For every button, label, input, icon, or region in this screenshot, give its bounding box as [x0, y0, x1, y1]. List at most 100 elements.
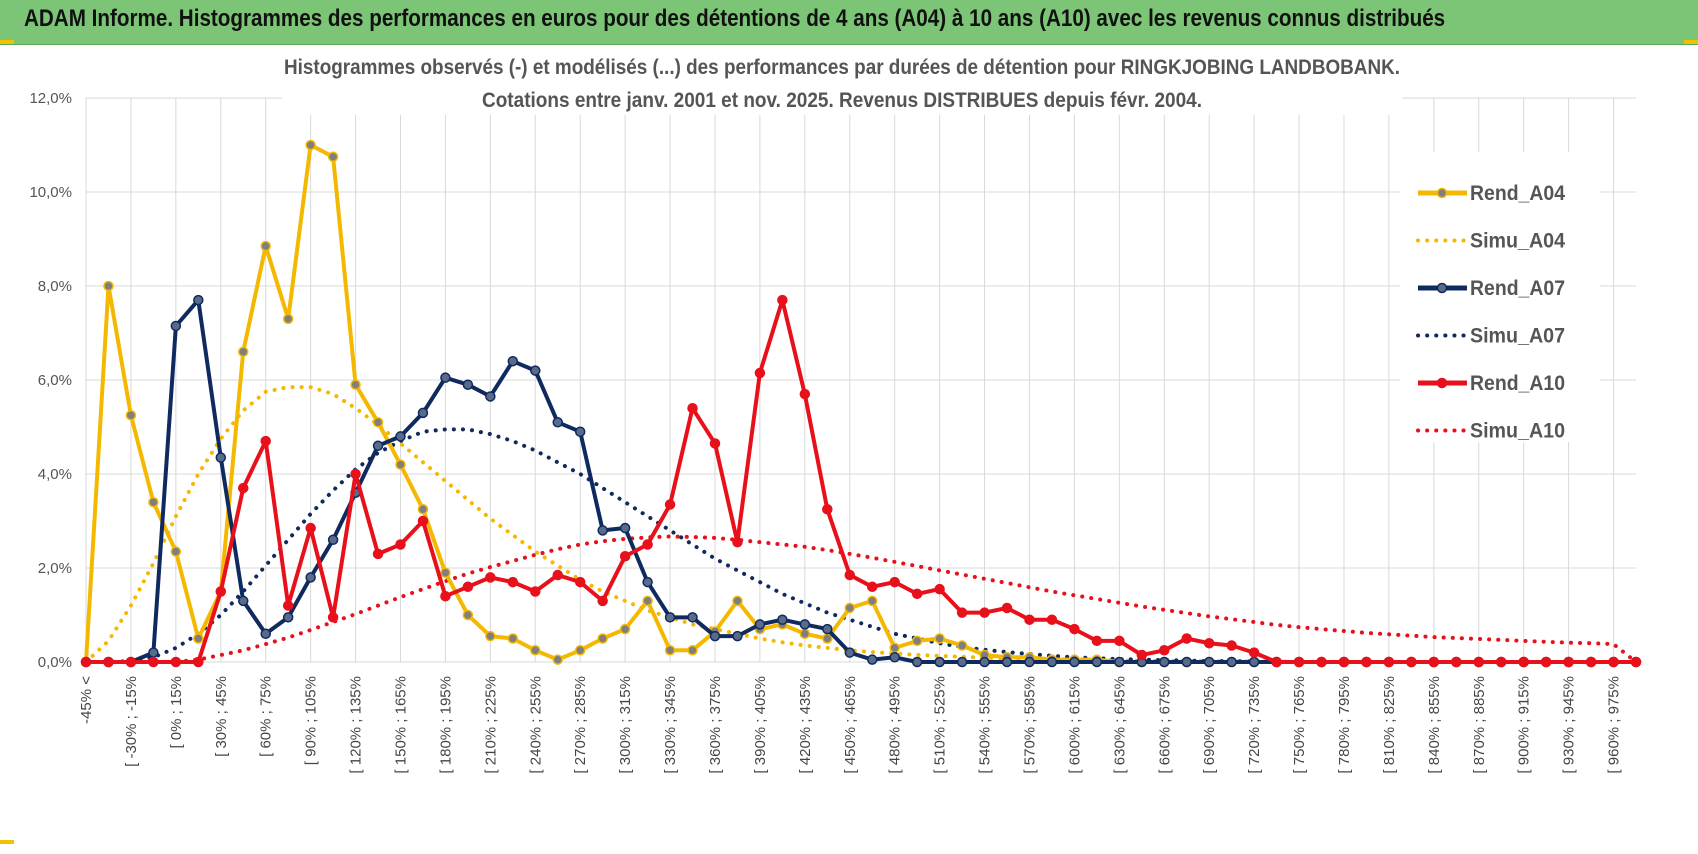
data-point [327, 534, 339, 546]
y-tick-label: 6,0% [38, 372, 72, 389]
x-tick-label: [ -30% ; -15% [123, 676, 140, 767]
data-point [1383, 656, 1395, 668]
data-point [1495, 656, 1507, 668]
corner-marker [1684, 40, 1698, 44]
data-point [395, 459, 406, 470]
x-tick-label: [ 240% ; 255% [527, 676, 544, 774]
data-point [440, 567, 451, 578]
x-tick-label: [ 930% ; 945% [1561, 676, 1578, 774]
legend: Rend_A04 Simu_A04 Rend_A07 Simu_A07 Rend_A10… [1400, 152, 1600, 443]
data-point [979, 607, 990, 618]
data-point [417, 504, 429, 515]
data-point [417, 515, 429, 527]
x-axis: -45% < [ -30% ; -15% [ 0% ; 15% [ 30% ; 45%… [78, 676, 1623, 774]
x-tick-label: [ 750% ; 765% [1291, 676, 1308, 774]
data-point [844, 602, 856, 614]
series-line [84, 534, 1638, 664]
data-point [1159, 656, 1170, 668]
data-point [597, 633, 608, 644]
data-point [148, 647, 159, 658]
data-point [1024, 656, 1035, 668]
data-point [822, 504, 833, 515]
data-point [350, 468, 361, 480]
x-tick-label: -45% < [78, 676, 95, 724]
data-point [485, 572, 496, 583]
x-tick-label: [ 810% ; 825% [1381, 676, 1398, 774]
legend-marker [1436, 377, 1448, 389]
data-point [395, 539, 406, 550]
data-point [170, 656, 182, 668]
x-tick-label: [ 210% ; 225% [482, 676, 499, 774]
data-point [664, 499, 676, 510]
data-point [574, 645, 586, 656]
data-point [1248, 647, 1260, 658]
data-point [597, 595, 608, 607]
data-point [440, 372, 451, 383]
data-point [777, 294, 788, 306]
data-point [507, 355, 519, 367]
title-backing [282, 54, 1402, 82]
legend-item-Simu_A10: Simu_A10 [1416, 420, 1565, 443]
data-point [1001, 656, 1013, 668]
x-tick-label: [ 600% ; 615% [1066, 676, 1083, 774]
data-point [1473, 656, 1485, 668]
data-point [1585, 656, 1597, 668]
data-point [956, 656, 968, 668]
title-backing [282, 87, 1402, 115]
y-tick-label: 4,0% [38, 466, 72, 483]
data-point [642, 539, 653, 550]
data-point [305, 572, 316, 583]
data-point [237, 595, 249, 607]
data-point [574, 576, 586, 588]
data-point [732, 536, 743, 548]
data-point [282, 313, 294, 325]
series-group [80, 139, 1642, 668]
y-tick-label: 0,0% [38, 654, 72, 671]
data-point [530, 586, 541, 597]
x-tick-label: [ 0% ; 15% [168, 676, 185, 749]
x-tick-label: [ 150% ; 165% [392, 676, 409, 774]
legend-label: Rend_A04 [1470, 182, 1565, 205]
data-point [530, 365, 541, 376]
data-point [552, 569, 563, 581]
data-point [687, 645, 698, 656]
data-point [664, 612, 676, 623]
data-point [732, 630, 743, 642]
x-tick-label: [ 690% ; 705% [1201, 676, 1218, 774]
data-point [237, 346, 249, 358]
data-point [282, 612, 294, 623]
data-point [687, 612, 698, 623]
y-tick-label: 8,0% [38, 278, 72, 295]
data-point [911, 635, 923, 647]
data-point [417, 407, 429, 419]
data-point [237, 482, 249, 494]
data-point [799, 388, 811, 400]
data-point [282, 600, 294, 611]
data-point [1406, 656, 1417, 668]
data-point [1203, 656, 1215, 668]
data-point [372, 548, 384, 560]
x-tick-label: [ 870% ; 885% [1471, 676, 1488, 774]
data-point [103, 280, 114, 292]
data-point [1091, 635, 1103, 647]
data-point [305, 522, 316, 534]
series-line [86, 298, 1636, 664]
x-tick-label: [ 180% ; 195% [437, 676, 454, 774]
x-tick-label: [ 120% ; 135% [348, 676, 365, 774]
data-point [754, 367, 766, 379]
data-point [440, 590, 451, 602]
data-point [462, 581, 474, 593]
data-point [1069, 623, 1080, 635]
data-point [956, 640, 968, 651]
data-point [889, 642, 900, 654]
data-point [193, 294, 204, 306]
data-point [597, 525, 608, 536]
data-point [1136, 649, 1148, 661]
data-point [1203, 637, 1215, 649]
data-point [193, 656, 204, 668]
legend-label: Simu_A04 [1470, 230, 1565, 253]
data-point [1046, 656, 1058, 668]
data-point [889, 576, 900, 588]
data-point [1091, 656, 1103, 668]
data-point [507, 576, 519, 588]
